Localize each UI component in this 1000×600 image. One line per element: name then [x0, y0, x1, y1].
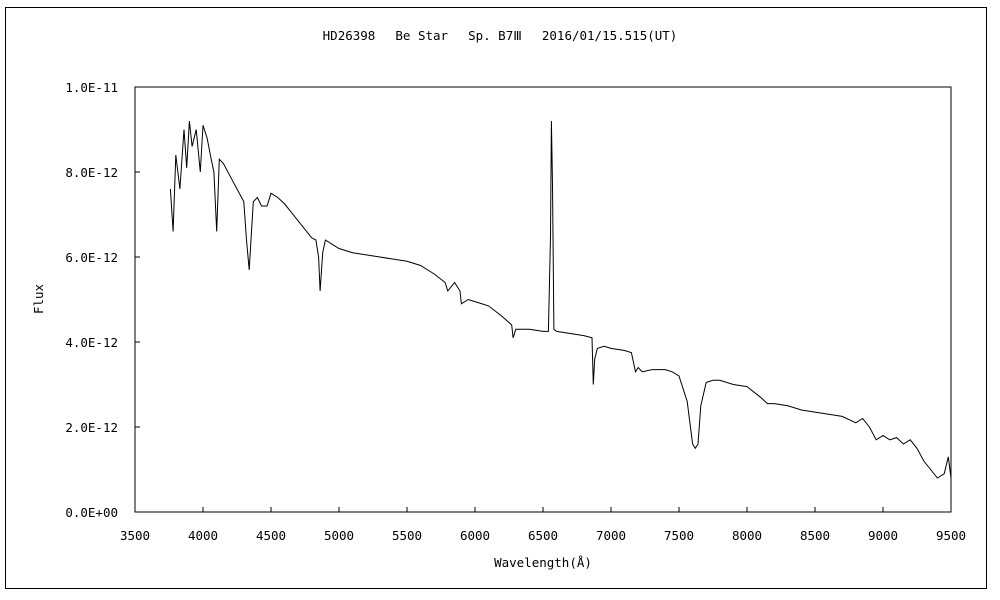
x-tick-label: 9000 [868, 528, 898, 543]
x-tick-label: 9500 [936, 528, 966, 543]
x-tick-label: 5000 [324, 528, 354, 543]
x-axis-label: Wavelength(Å) [494, 555, 592, 570]
x-tick-label: 3500 [120, 528, 150, 543]
chart-title: HD26398 Be Star Sp. B7Ⅲ 2016/01/15.515(U… [323, 28, 678, 43]
x-tick-label: 6500 [528, 528, 558, 543]
axis-ticks: 3500 4000 4500 5000 5500 6000 6500 7000 7500 8000… [65, 80, 966, 543]
x-tick-label: 7500 [664, 528, 694, 543]
plot-area [134, 86, 952, 513]
x-tick-label: 8500 [800, 528, 830, 543]
x-tick-label: 7000 [596, 528, 626, 543]
x-tick-label: 6000 [460, 528, 490, 543]
y-tick-label: 1.0E-11 [65, 80, 118, 95]
y-tick-label: 6.0E-12 [65, 250, 118, 265]
y-tick-label: 0.0E+00 [65, 505, 118, 520]
x-tick-label: 4000 [188, 528, 218, 543]
spectrum-line [169, 120, 952, 479]
x-tick-label: 8000 [732, 528, 762, 543]
y-tick-label: 4.0E-12 [65, 335, 118, 350]
x-tick-label: 5500 [392, 528, 422, 543]
y-tick-label: 8.0E-12 [65, 165, 118, 180]
y-tick-label: 2.0E-12 [65, 420, 118, 435]
x-tick-label: 4500 [256, 528, 286, 543]
y-axis-label: Flux [31, 283, 46, 314]
chart-frame [5, 7, 987, 589]
